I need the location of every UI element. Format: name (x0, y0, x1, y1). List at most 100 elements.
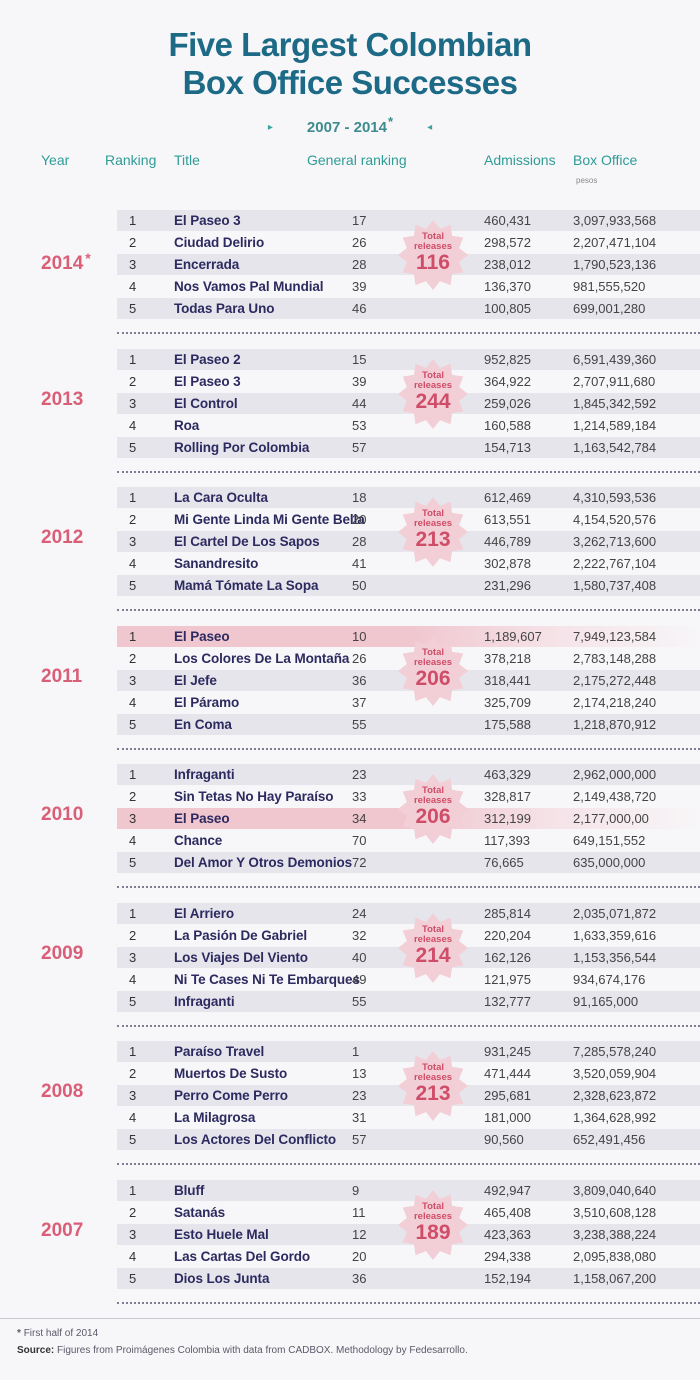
rank-cell: 4 (129, 1110, 137, 1125)
title-cell: El Jefe (174, 673, 217, 688)
year-separator (117, 1163, 700, 1165)
year-value: 2013 (41, 389, 84, 410)
badge-label-total: Total (422, 924, 444, 935)
rank-cell: 3 (129, 673, 137, 688)
admissions-cell: 121,975 (484, 972, 531, 987)
total-releases-badge: Total releases 213 (397, 496, 469, 568)
year-separator (117, 471, 700, 473)
year-label: 2014 * (41, 250, 91, 275)
admissions-cell: 302,878 (484, 556, 531, 571)
admissions-cell: 325,709 (484, 695, 531, 710)
table-row: 1 La Cara Oculta 18 612,469 4,310,593,536 (117, 487, 700, 508)
admissions-cell: 132,777 (484, 994, 531, 1009)
title-cell: El Paseo 2 (174, 352, 241, 367)
badge-label-total: Total (422, 1201, 444, 1212)
general-ranking-cell: 41 (352, 556, 367, 571)
period-star: * (388, 114, 394, 129)
box-office-cell: 981,555,520 (573, 279, 646, 294)
title-cell: Todas Para Uno (174, 301, 275, 316)
box-office-cell: 2,035,071,872 (573, 906, 657, 921)
table-row: 1 El Paseo 3 17 460,431 3,097,933,568 (117, 210, 700, 231)
general-ranking-cell: 13 (352, 1066, 367, 1081)
box-office-cell: 6,591,439,360 (573, 352, 657, 367)
box-office-cell: 652,491,456 (573, 1132, 646, 1147)
year-star: * (85, 250, 91, 266)
table-row: 2 Mi Gente Linda Mi Gente Bella 20 613,551 4… (117, 509, 700, 530)
title-cell: Nos Vamos Pal Mundial (174, 279, 324, 294)
admissions-cell: 259,026 (484, 396, 531, 411)
title-cell: La Cara Oculta (174, 490, 268, 505)
year-block: 1 Infraganti 23 463,329 2,962,000,000 2 Sin Te… (0, 764, 700, 874)
title-cell: Sanandresito (174, 556, 259, 571)
box-office-cell: 1,364,628,992 (573, 1110, 657, 1125)
admissions-cell: 238,012 (484, 257, 531, 272)
year-block: 1 Bluff 9 492,947 3,809,040,640 2 Satanás 11 465… (0, 1180, 700, 1290)
admissions-cell: 154,713 (484, 440, 531, 455)
box-office-cell: 2,207,471,104 (573, 235, 657, 250)
table-row: 1 El Paseo 2 15 952,825 6,591,439,360 (117, 349, 700, 370)
box-office-cell: 649,151,552 (573, 833, 646, 848)
year-value: 2011 (41, 666, 83, 687)
box-office-cell: 3,510,608,128 (573, 1205, 657, 1220)
badge-count: 206 (415, 667, 451, 690)
period-label: ▸ 2007 - 2014* ◂ (0, 114, 700, 136)
year-value: 2008 (41, 1081, 84, 1102)
badge-count: 189 (415, 1221, 451, 1244)
starburst-icon (398, 497, 468, 567)
general-ranking-cell: 57 (352, 1132, 367, 1147)
general-ranking-cell: 37 (352, 695, 367, 710)
rank-cell: 5 (129, 855, 137, 870)
admissions-cell: 285,814 (484, 906, 531, 921)
admissions-cell: 612,469 (484, 490, 531, 505)
rank-cell: 4 (129, 556, 137, 571)
box-office-cell: 1,580,737,408 (573, 578, 657, 593)
badge-count: 213 (415, 528, 451, 551)
general-ranking-cell: 36 (352, 673, 367, 688)
box-office-cell: 1,153,356,544 (573, 950, 657, 965)
rank-cell: 1 (129, 767, 137, 782)
title-cell: Mi Gente Linda Mi Gente Bella (174, 512, 365, 527)
table-row: 4 Nos Vamos Pal Mundial 39 136,370 981,555,5… (117, 276, 700, 297)
total-releases-badge: Total releases 213 (397, 1050, 469, 1122)
box-office-cell: 4,310,593,536 (573, 490, 657, 505)
year-block: 1 El Paseo 3 17 460,431 3,097,933,568 2 Ciudad… (0, 210, 700, 320)
general-ranking-cell: 31 (352, 1110, 367, 1125)
title-cell: Ni Te Cases Ni Te Embarques (174, 972, 360, 987)
admissions-cell: 295,681 (484, 1088, 531, 1103)
table-row: 4 Roa 53 160,588 1,214,589,184 (117, 415, 700, 436)
general-ranking-cell: 46 (352, 301, 367, 316)
title-cell: Los Actores Del Conflicto (174, 1132, 337, 1147)
rank-cell: 4 (129, 279, 137, 294)
rank-cell: 3 (129, 950, 137, 965)
general-ranking-cell: 11 (352, 1205, 366, 1220)
box-office-cell: 1,845,342,592 (573, 396, 657, 411)
year-separator (117, 748, 700, 750)
badge-count: 244 (415, 390, 451, 413)
period-text: 2007 - 2014 (306, 119, 387, 136)
general-ranking-cell: 26 (352, 651, 367, 666)
admissions-cell: 220,204 (484, 928, 531, 943)
box-office-cell: 1,214,589,184 (573, 418, 657, 433)
source-label: Source: (17, 1345, 55, 1356)
col-title: Title (174, 152, 200, 168)
col-box-office: Box Office (573, 152, 638, 168)
title-cell: El Páramo (174, 695, 240, 710)
table-row: 5 Los Actores Del Conflicto 57 90,560 652,49… (117, 1129, 700, 1150)
table-row: 1 Infraganti 23 463,329 2,962,000,000 (117, 764, 700, 785)
year-label: 2012 (41, 527, 83, 549)
rank-cell: 3 (129, 534, 137, 549)
source-note: Source: Figures from Proimágenes Colombi… (17, 1345, 468, 1356)
title-cell: Las Cartas Del Gordo (174, 1249, 311, 1264)
general-ranking-cell: 72 (352, 855, 367, 870)
year-separator (117, 886, 700, 888)
rank-cell: 2 (129, 512, 137, 527)
table-row: 5 Mamá Tómate La Sopa 50 231,296 1,580,737,4… (117, 575, 700, 596)
title-cell: El Paseo 3 (174, 374, 241, 389)
title-cell: Mamá Tómate La Sopa (174, 578, 319, 593)
admissions-cell: 312,199 (484, 811, 531, 826)
title-cell: Bluff (174, 1183, 205, 1198)
admissions-cell: 492,947 (484, 1183, 531, 1198)
box-office-cell: 2,175,272,448 (573, 673, 657, 688)
badge-label-releases: releases (413, 380, 453, 391)
rank-cell: 3 (129, 396, 137, 411)
